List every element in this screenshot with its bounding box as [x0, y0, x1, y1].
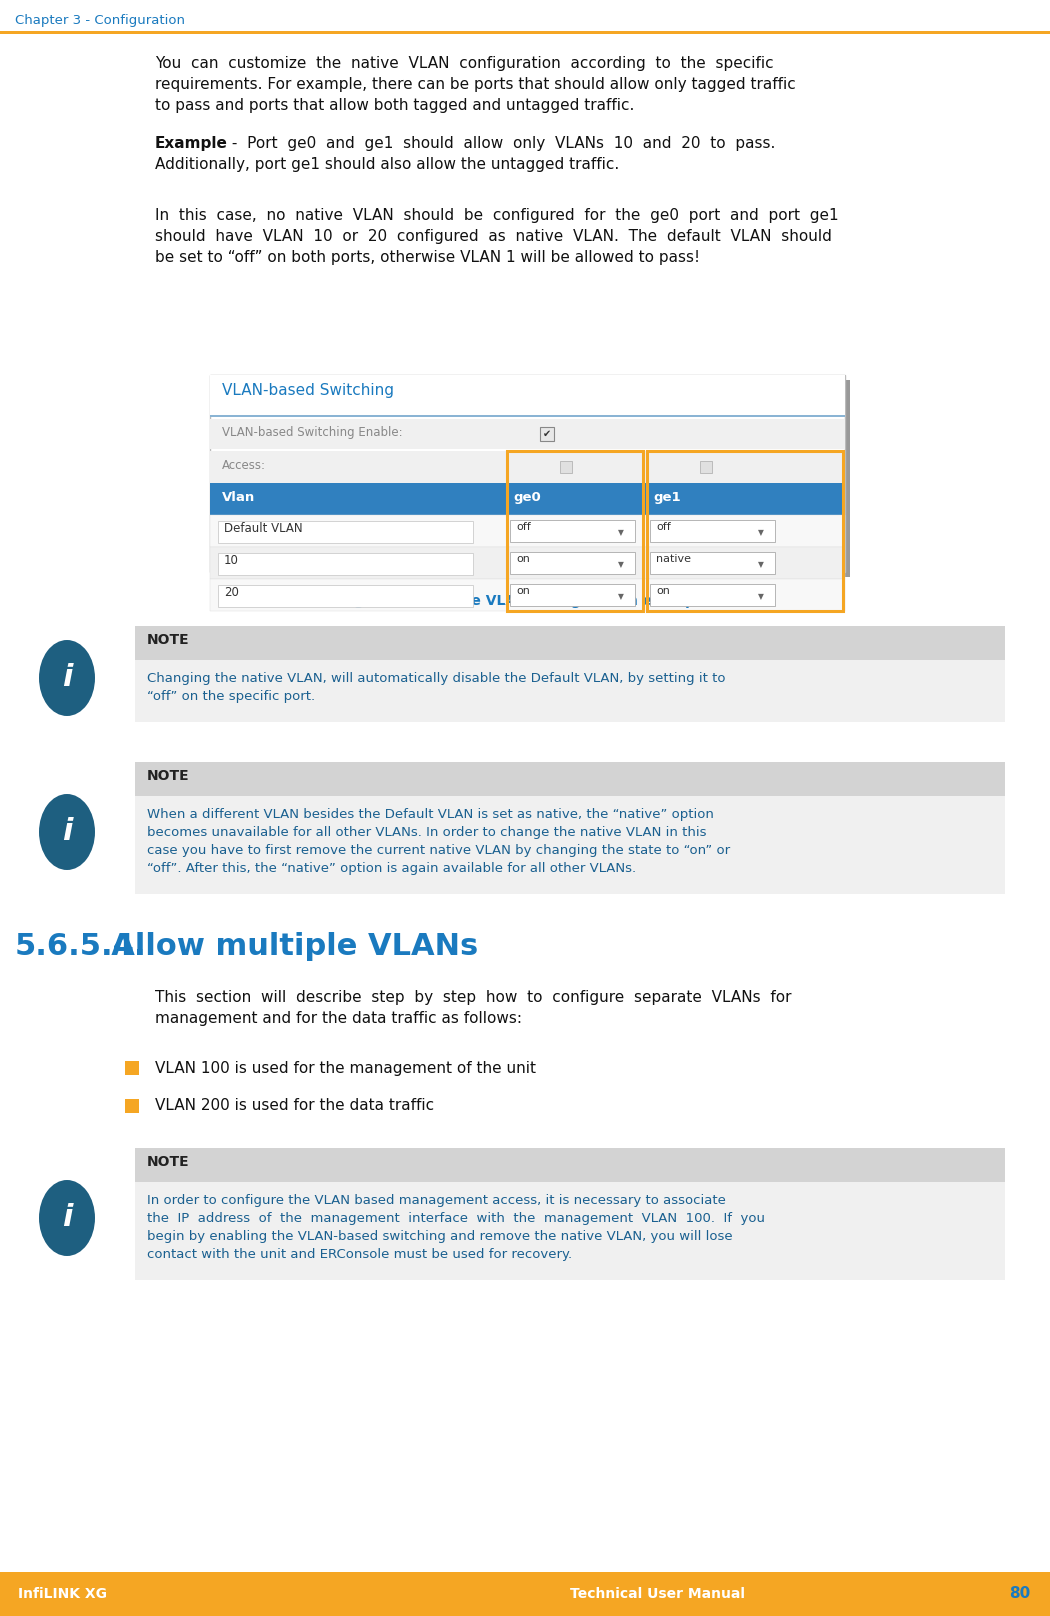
Bar [135, 763, 1005, 797]
Bar [0, 31, 1050, 34]
Text: requirements. For example, there can be ports that should allow only tagged traf: requirements. For example, there can be … [155, 78, 796, 92]
Text: When a different VLAN besides the Default VLAN is set as native, the “native” op: When a different VLAN besides the Defaul… [147, 808, 714, 821]
Ellipse shape [39, 1180, 94, 1256]
Bar [210, 579, 845, 611]
Text: Additionally, port ge1 should also allow the untagged traffic.: Additionally, port ge1 should also allow… [155, 157, 620, 171]
Text: ▼: ▼ [758, 528, 764, 538]
Bar [210, 375, 845, 572]
Text: 20: 20 [224, 587, 239, 600]
Text: VLAN-based Switching Enable:: VLAN-based Switching Enable: [222, 427, 402, 440]
Text: on: on [516, 554, 530, 564]
Bar [560, 461, 572, 473]
Bar [510, 520, 635, 541]
Bar [210, 375, 845, 415]
Text: begin by enabling the VLAN-based switching and remove the native VLAN, you will : begin by enabling the VLAN-based switchi… [147, 1230, 733, 1243]
Bar [210, 483, 845, 516]
Text: be set to “off” on both ports, otherwise VLAN 1 will be allowed to pass!: be set to “off” on both ports, otherwise… [155, 250, 700, 265]
Text: i: i [62, 818, 72, 847]
Bar [218, 553, 472, 575]
Text: native: native [656, 554, 691, 564]
Bar [210, 415, 845, 417]
Text: 10: 10 [224, 554, 239, 567]
Text: Allow multiple VLANs: Allow multiple VLANs [90, 932, 478, 962]
Text: Changing the native VLAN, will automatically disable the Default VLAN, by settin: Changing the native VLAN, will automatic… [147, 672, 726, 685]
Bar [125, 1062, 139, 1075]
Text: -  Port  ge0  and  ge1  should  allow  only  VLANs  10  and  20  to  pass.: - Port ge0 and ge1 should allow only VLA… [227, 136, 775, 150]
Text: In  this  case,  no  native  VLAN  should  be  configured  for  the  ge0  port  : In this case, no native VLAN should be c… [155, 208, 839, 223]
Text: Vlan: Vlan [222, 491, 255, 504]
Bar [510, 583, 635, 606]
Text: contact with the unit and ERConsole must be used for recovery.: contact with the unit and ERConsole must… [147, 1248, 572, 1260]
Text: InfiLINK XG: InfiLINK XG [18, 1587, 107, 1601]
Text: ▼: ▼ [758, 561, 764, 569]
Text: 5.6.5.4.: 5.6.5.4. [15, 932, 147, 962]
Bar [650, 583, 775, 606]
Text: You  can  customize  the  native  VLAN  configuration  according  to  the  speci: You can customize the native VLAN config… [155, 57, 774, 71]
Bar [650, 520, 775, 541]
Text: Figure 59 - Native VLAN configuration example: Figure 59 - Native VLAN configuration ex… [340, 595, 710, 608]
Text: ▼: ▼ [758, 593, 764, 601]
Bar [215, 380, 851, 577]
Bar [218, 585, 472, 608]
Text: NOTE: NOTE [147, 633, 190, 646]
Bar [507, 451, 643, 611]
Bar [125, 1099, 139, 1113]
Bar [0, 1572, 1050, 1616]
Bar [218, 520, 472, 543]
Text: ▼: ▼ [618, 561, 624, 569]
Text: NOTE: NOTE [147, 1155, 190, 1168]
Text: “off”. After this, the “native” option is again available for all other VLANs.: “off”. After this, the “native” option i… [147, 861, 636, 874]
Bar [210, 419, 845, 449]
Text: ▼: ▼ [618, 528, 624, 538]
Bar [210, 546, 845, 579]
Text: should  have  VLAN  10  or  20  configured  as  native  VLAN.  The  default  VLA: should have VLAN 10 or 20 configured as … [155, 229, 832, 244]
Text: VLAN 100 is used for the management of the unit: VLAN 100 is used for the management of t… [155, 1060, 536, 1076]
Text: Chapter 3 - Configuration: Chapter 3 - Configuration [15, 15, 185, 27]
Bar [700, 461, 712, 473]
Text: on: on [516, 587, 530, 596]
Bar [540, 427, 554, 441]
Bar [135, 1181, 1005, 1280]
Text: ge1: ge1 [653, 491, 680, 504]
Text: VLAN-based Switching: VLAN-based Switching [222, 383, 394, 398]
Bar [135, 1147, 1005, 1181]
Bar [210, 516, 845, 546]
Text: the  IP  address  of  the  management  interface  with  the  management  VLAN  1: the IP address of the management interfa… [147, 1212, 765, 1225]
Text: case you have to first remove the current native VLAN by changing the state to “: case you have to first remove the curren… [147, 844, 730, 856]
Bar [650, 553, 775, 574]
Text: ge0: ge0 [513, 491, 541, 504]
Text: 80: 80 [1009, 1587, 1031, 1601]
Text: VLAN 200 is used for the data traffic: VLAN 200 is used for the data traffic [155, 1099, 434, 1113]
Text: Default VLAN: Default VLAN [224, 522, 302, 535]
Text: management and for the data traffic as follows:: management and for the data traffic as f… [155, 1012, 522, 1026]
Bar [135, 659, 1005, 722]
Bar [510, 553, 635, 574]
Text: Example: Example [155, 136, 228, 150]
Text: Access:: Access: [222, 459, 266, 472]
Bar [647, 451, 843, 611]
Ellipse shape [39, 640, 94, 716]
Text: to pass and ports that allow both tagged and untagged traffic.: to pass and ports that allow both tagged… [155, 99, 634, 113]
Text: In order to configure the VLAN based management access, it is necessary to assoc: In order to configure the VLAN based man… [147, 1194, 726, 1207]
Text: ▼: ▼ [618, 593, 624, 601]
Ellipse shape [39, 793, 94, 869]
Text: on: on [656, 587, 670, 596]
Text: i: i [62, 664, 72, 693]
Text: ✔: ✔ [543, 428, 551, 440]
Text: off: off [656, 522, 671, 532]
Text: becomes unavailable for all other VLANs. In order to change the native VLAN in t: becomes unavailable for all other VLANs.… [147, 826, 707, 839]
Text: Technical User Manual: Technical User Manual [570, 1587, 746, 1601]
Bar [135, 797, 1005, 894]
Text: This  section  will  describe  step  by  step  how  to  configure  separate  VLA: This section will describe step by step … [155, 991, 792, 1005]
Bar [135, 625, 1005, 659]
Text: “off” on the specific port.: “off” on the specific port. [147, 690, 315, 703]
Text: NOTE: NOTE [147, 769, 190, 784]
Bar [210, 451, 845, 483]
Text: off: off [516, 522, 530, 532]
Text: i: i [62, 1204, 72, 1233]
